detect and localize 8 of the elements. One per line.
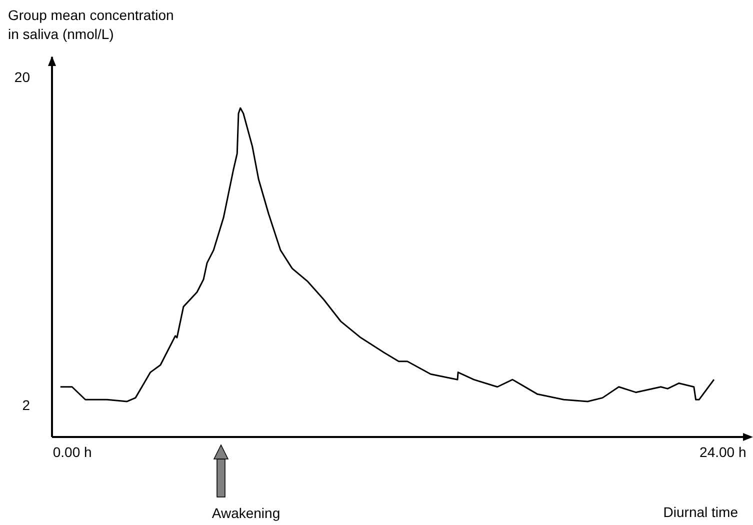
x-tick-label: 24.00 h xyxy=(700,444,746,460)
text: Awakening xyxy=(212,505,280,521)
y-tick-label: 2 xyxy=(22,397,30,414)
line-series xyxy=(60,107,715,402)
x-axis-title: Diurnal time xyxy=(663,504,738,520)
x-tick-label: 0.00 h xyxy=(52,444,92,460)
y-axis-title: Group mean concentration in saliva (nmol/L) xyxy=(8,7,174,42)
y-tick-label: 20 xyxy=(14,69,30,86)
